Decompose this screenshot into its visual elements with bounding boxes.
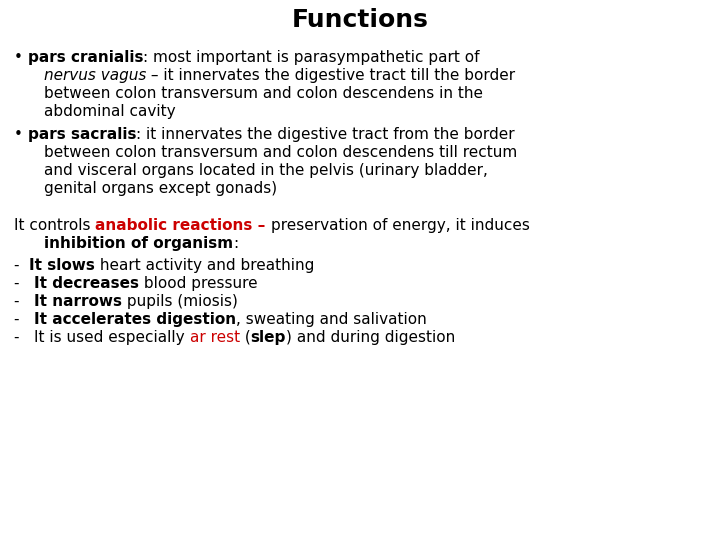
Text: -: - — [14, 294, 24, 309]
Text: Functions: Functions — [292, 8, 428, 32]
Text: and visceral organs located in the pelvis (urinary bladder,: and visceral organs located in the pelvi… — [44, 163, 488, 178]
Text: heart activity and breathing: heart activity and breathing — [95, 258, 315, 273]
Text: pupils (miosis): pupils (miosis) — [122, 294, 238, 309]
Text: It is used especially: It is used especially — [34, 330, 189, 345]
Text: -: - — [14, 258, 24, 273]
Text: It accelerates digestion: It accelerates digestion — [34, 312, 236, 327]
Text: – it innervates the digestive tract till the border: – it innervates the digestive tract till… — [146, 68, 516, 83]
Text: •: • — [14, 127, 28, 142]
Text: (: ( — [240, 330, 251, 345]
Text: -: - — [14, 312, 24, 327]
Text: ): ) — [286, 330, 292, 345]
Text: genital organs except gonads): genital organs except gonads) — [44, 181, 277, 196]
Text: -: - — [14, 330, 24, 345]
Text: •: • — [14, 50, 28, 65]
Text: slep: slep — [251, 330, 286, 345]
Text: It narrows: It narrows — [34, 294, 122, 309]
Text: abdominal cavity: abdominal cavity — [44, 104, 176, 119]
Text: :: : — [233, 236, 238, 251]
Text: ar rest: ar rest — [189, 330, 240, 345]
Text: preservation of energy, it induces: preservation of energy, it induces — [271, 218, 530, 233]
Text: -: - — [14, 276, 24, 291]
Text: blood pressure: blood pressure — [139, 276, 258, 291]
Text: : most important is parasympathetic part of: : most important is parasympathetic part… — [143, 50, 480, 65]
Text: and during digestion: and during digestion — [292, 330, 455, 345]
Text: It decreases: It decreases — [34, 276, 139, 291]
Text: , sweating and salivation: , sweating and salivation — [236, 312, 427, 327]
Text: between colon transversum and colon descendens in the: between colon transversum and colon desc… — [44, 86, 483, 101]
Text: anabolic reactions –: anabolic reactions – — [95, 218, 271, 233]
Text: inhibition of organism: inhibition of organism — [44, 236, 233, 251]
Text: It controls: It controls — [14, 218, 95, 233]
Text: nervus vagus: nervus vagus — [44, 68, 146, 83]
Text: between colon transversum and colon descendens till rectum: between colon transversum and colon desc… — [44, 145, 517, 160]
Text: : it innervates the digestive tract from the border: : it innervates the digestive tract from… — [136, 127, 515, 142]
Text: pars sacralis: pars sacralis — [28, 127, 136, 142]
Text: It slows: It slows — [30, 258, 95, 273]
Text: pars cranialis: pars cranialis — [28, 50, 143, 65]
